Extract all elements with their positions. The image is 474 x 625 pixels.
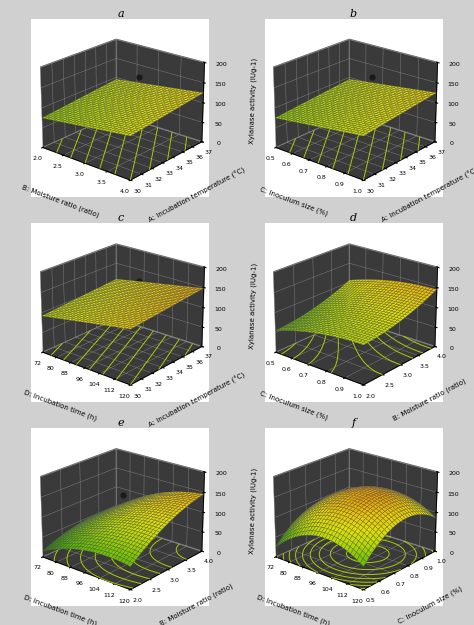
- Title: b: b: [350, 9, 357, 19]
- Y-axis label: A: Incubation temperature (°C): A: Incubation temperature (°C): [147, 167, 246, 224]
- Title: a: a: [117, 9, 124, 19]
- Y-axis label: B: Moisture ratio (ratio): B: Moisture ratio (ratio): [392, 378, 467, 423]
- X-axis label: C: Inoculum size (%): C: Inoculum size (%): [258, 186, 328, 217]
- X-axis label: D: Incubation time (h): D: Incubation time (h): [256, 594, 331, 625]
- Title: d: d: [350, 214, 357, 224]
- Title: f: f: [352, 418, 356, 428]
- Y-axis label: C: Inoculum size (%): C: Inoculum size (%): [396, 585, 463, 625]
- X-axis label: C: Inoculum size (%): C: Inoculum size (%): [258, 390, 328, 421]
- X-axis label: B: Moisture ratio (ratio): B: Moisture ratio (ratio): [21, 184, 100, 218]
- X-axis label: D: Incubation time (h): D: Incubation time (h): [23, 389, 98, 422]
- Title: e: e: [117, 418, 124, 428]
- Y-axis label: B: Moisture ratio (ratio): B: Moisture ratio (ratio): [159, 582, 234, 625]
- Y-axis label: A: Incubation temperature (°C): A: Incubation temperature (°C): [380, 167, 474, 224]
- Title: c: c: [118, 214, 124, 224]
- Y-axis label: A: Incubation temperature (°C): A: Incubation temperature (°C): [147, 371, 246, 429]
- X-axis label: D: Incubation time (h): D: Incubation time (h): [23, 594, 98, 625]
